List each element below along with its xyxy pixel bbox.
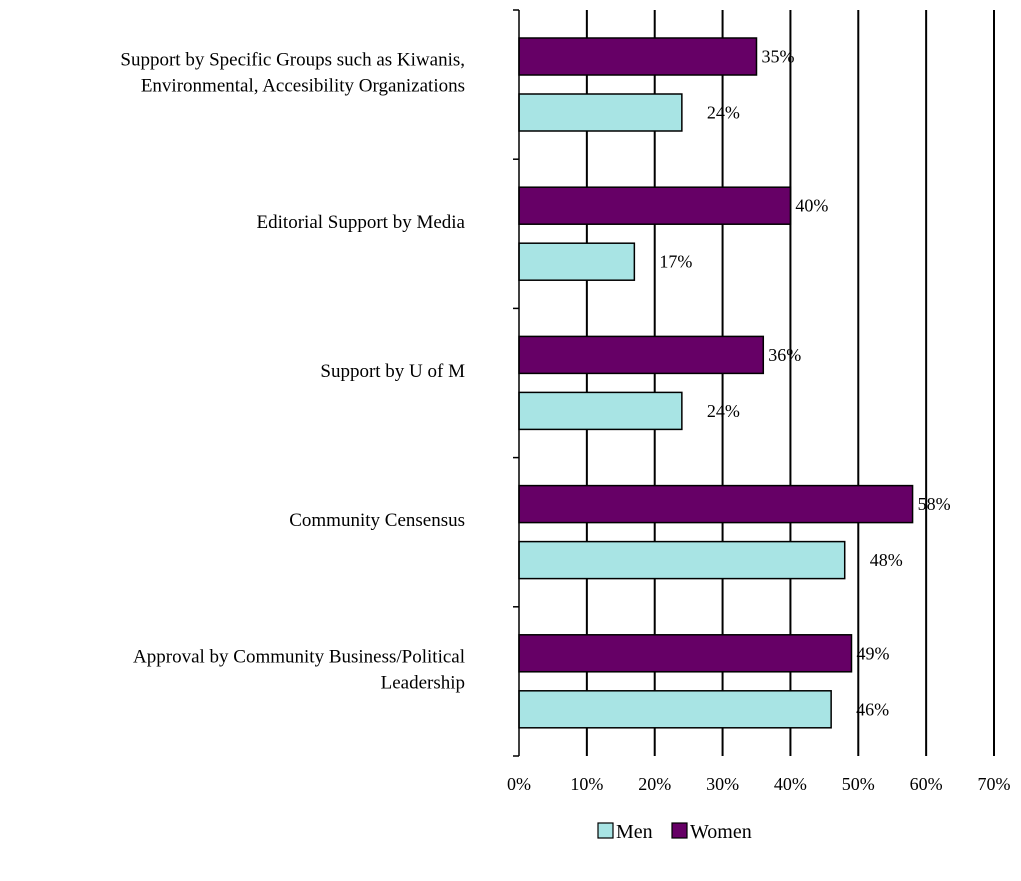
category-labels: Support by Specific Groups such as Kiwan… <box>120 50 465 694</box>
legend-swatch-men <box>597 822 614 839</box>
data-label-men: 24% <box>707 401 740 421</box>
x-tick-label: 50% <box>842 774 875 794</box>
category-label: Environmental, Accesibility Organization… <box>141 76 465 97</box>
x-axis-ticks: 0% 10% 20% 30% 40% 50% 60% 70% <box>507 774 1011 794</box>
data-label-women: 36% <box>768 345 801 365</box>
data-label-women: 58% <box>918 494 951 514</box>
x-tick-label: 30% <box>706 774 739 794</box>
bar-women <box>518 335 765 375</box>
bar-men <box>518 242 636 281</box>
bar-women <box>518 484 914 524</box>
bar-men <box>518 391 683 431</box>
legend-swatch-women <box>671 822 688 839</box>
data-label-men: 46% <box>856 699 889 719</box>
x-tick-label: 60% <box>910 774 943 794</box>
x-tick-label: 70% <box>978 774 1011 794</box>
data-label-women: 35% <box>762 47 795 67</box>
data-label-men: 17% <box>659 252 692 272</box>
x-tick-label: 10% <box>570 774 603 794</box>
legend-label-men: Men <box>616 821 653 843</box>
data-label-women: 49% <box>857 643 890 663</box>
bars <box>518 37 914 729</box>
category-label: Community Censensus <box>289 510 465 531</box>
x-tick-label: 40% <box>774 774 807 794</box>
category-label: Leadership <box>381 672 465 693</box>
legend-label-women: Women <box>690 821 752 843</box>
data-label-women: 40% <box>795 196 828 216</box>
data-labels: 35% 24% 40% 17% 36% 24% 58% 48% 49% 46% <box>659 47 950 720</box>
gridlines <box>585 10 995 756</box>
x-tick-label: 0% <box>507 774 531 794</box>
y-axis <box>513 9 520 757</box>
x-tick-label: 20% <box>638 774 671 794</box>
bar-women <box>518 37 758 76</box>
data-label-men: 24% <box>707 103 740 123</box>
category-label: Support by U of M <box>320 361 465 382</box>
bar-men <box>518 690 832 729</box>
bar-women <box>518 186 792 225</box>
category-label: Approval by Community Business/Political <box>133 646 465 667</box>
category-label: Editorial Support by Media <box>257 212 466 233</box>
bar-women <box>518 634 853 673</box>
bar-men <box>518 540 846 580</box>
category-label: Support by Specific Groups such as Kiwan… <box>120 50 465 71</box>
data-label-men: 48% <box>870 550 903 570</box>
legend: Men Women <box>597 821 752 843</box>
bar-men <box>518 93 683 132</box>
